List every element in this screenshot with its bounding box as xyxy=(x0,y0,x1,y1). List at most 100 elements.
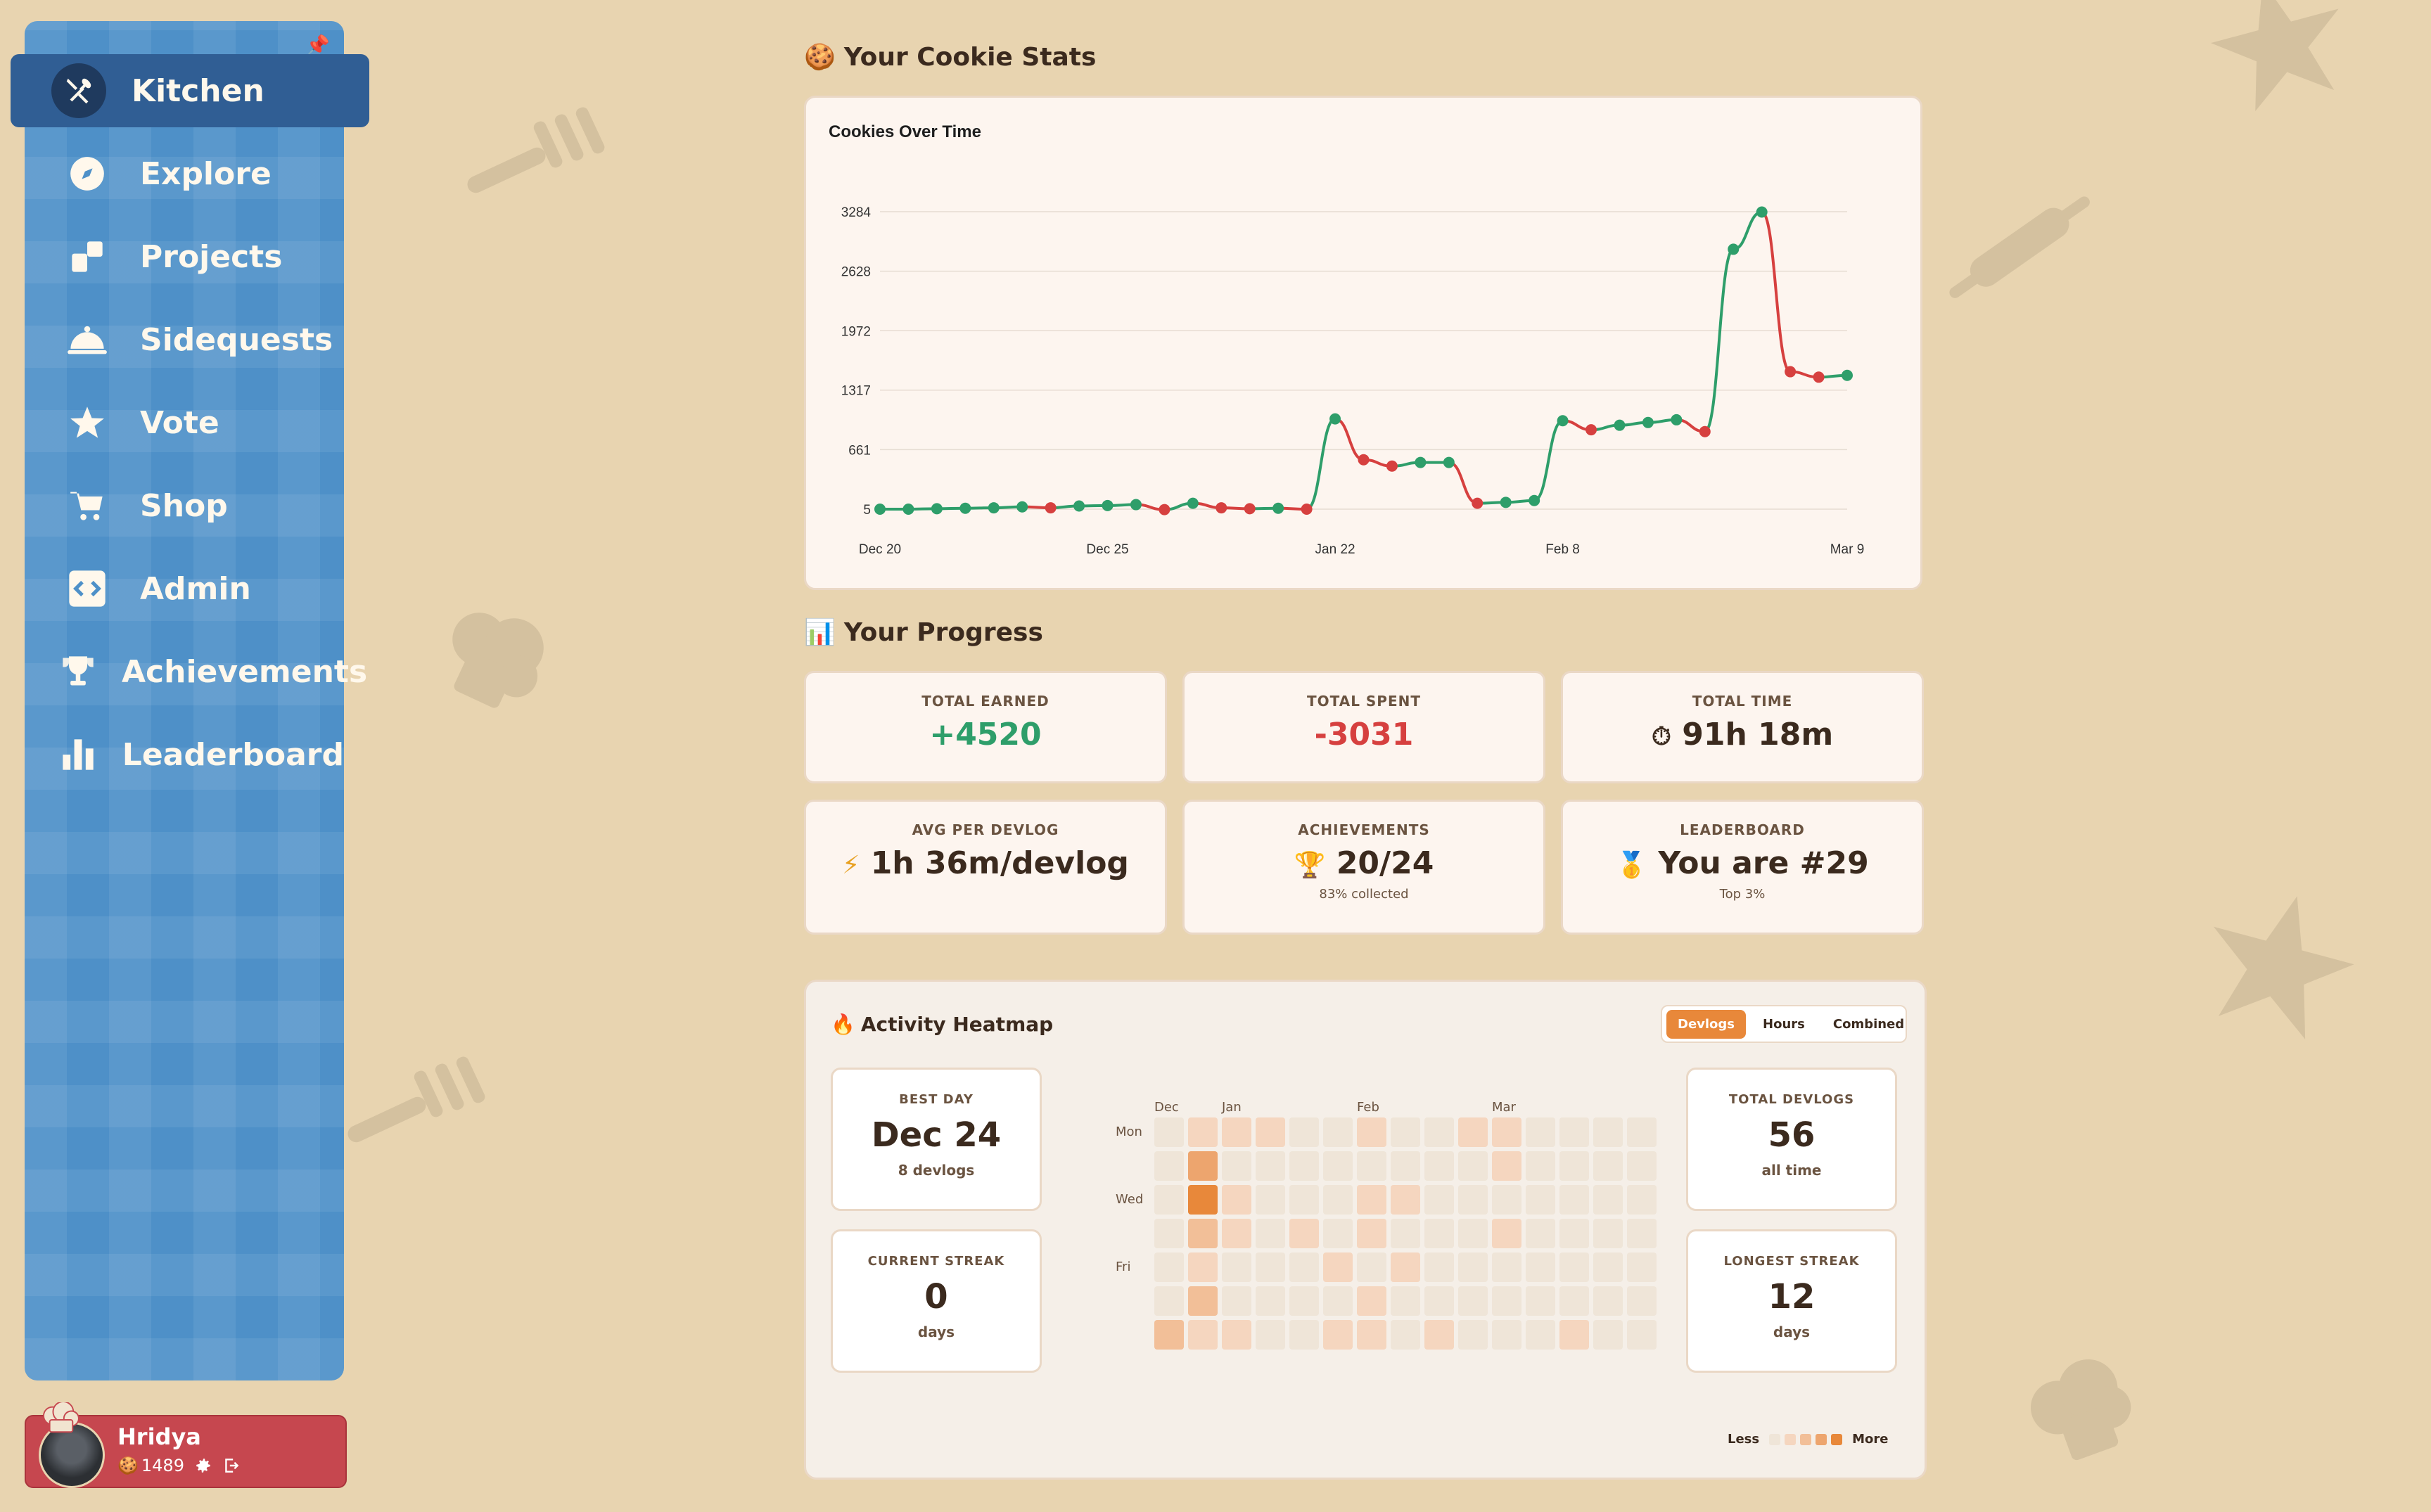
data-point[interactable] xyxy=(1045,502,1057,514)
heatmap-cell[interactable] xyxy=(1289,1185,1319,1215)
sidebar-item-kitchen[interactable]: Kitchen xyxy=(11,54,369,127)
heatmap-cell[interactable] xyxy=(1424,1252,1454,1282)
heatmap-cell[interactable] xyxy=(1593,1320,1623,1350)
heatmap-cell[interactable] xyxy=(1256,1117,1285,1147)
heatmap-cell[interactable] xyxy=(1357,1117,1386,1147)
data-point[interactable] xyxy=(1529,494,1540,506)
heatmap-cell[interactable] xyxy=(1256,1151,1285,1181)
heatmap-cell[interactable] xyxy=(1458,1117,1488,1147)
heatmap-cell[interactable] xyxy=(1593,1219,1623,1248)
heatmap-cell[interactable] xyxy=(1391,1185,1420,1215)
sidebar-item-projects[interactable]: Projects xyxy=(25,220,344,293)
data-point[interactable] xyxy=(1329,413,1341,425)
heatmap-cell[interactable] xyxy=(1154,1320,1184,1350)
heatmap-cell[interactable] xyxy=(1458,1185,1488,1215)
heatmap-cell[interactable] xyxy=(1526,1185,1555,1215)
heatmap-cell[interactable] xyxy=(1391,1117,1420,1147)
heatmap-cell[interactable] xyxy=(1593,1117,1623,1147)
heatmap-cell[interactable] xyxy=(1627,1185,1657,1215)
data-point[interactable] xyxy=(1244,503,1256,515)
heatmap-cell[interactable] xyxy=(1323,1151,1353,1181)
heatmap-cell[interactable] xyxy=(1188,1151,1218,1181)
heatmap-cell[interactable] xyxy=(1458,1286,1488,1316)
heatmap-cell[interactable] xyxy=(1323,1320,1353,1350)
data-point[interactable] xyxy=(1443,456,1455,468)
heatmap-cell[interactable] xyxy=(1188,1286,1218,1316)
heatmap-cell[interactable] xyxy=(1222,1185,1251,1215)
heatmap-cell[interactable] xyxy=(1458,1320,1488,1350)
heatmap-cell[interactable] xyxy=(1424,1151,1454,1181)
heatmap-cell[interactable] xyxy=(1492,1286,1521,1316)
heatmap-cell[interactable] xyxy=(1256,1252,1285,1282)
heatmap-cell[interactable] xyxy=(1424,1117,1454,1147)
data-point[interactable] xyxy=(1728,243,1740,255)
gear-icon[interactable] xyxy=(194,1456,212,1475)
data-point[interactable] xyxy=(1500,496,1512,508)
heatmap-cell[interactable] xyxy=(1391,1252,1420,1282)
heatmap-cell[interactable] xyxy=(1289,1117,1319,1147)
data-point[interactable] xyxy=(1301,504,1313,515)
sidebar-item-vote[interactable]: Vote xyxy=(25,386,344,459)
data-point[interactable] xyxy=(1472,497,1484,509)
heatmap-cell[interactable] xyxy=(1188,1320,1218,1350)
sidebar-item-explore[interactable]: Explore xyxy=(25,137,344,210)
heatmap-cell[interactable] xyxy=(1323,1117,1353,1147)
data-point[interactable] xyxy=(988,502,1000,514)
heatmap-cell[interactable] xyxy=(1222,1219,1251,1248)
heatmap-cell[interactable] xyxy=(1323,1185,1353,1215)
heatmap-cell[interactable] xyxy=(1188,1219,1218,1248)
heatmap-cell[interactable] xyxy=(1323,1219,1353,1248)
pin-icon[interactable]: 📌 xyxy=(305,34,330,57)
heatmap-cell[interactable] xyxy=(1256,1185,1285,1215)
heatmap-cell[interactable] xyxy=(1424,1219,1454,1248)
heatmap-cell[interactable] xyxy=(1627,1320,1657,1350)
heatmap-cell[interactable] xyxy=(1222,1286,1251,1316)
data-point[interactable] xyxy=(874,504,886,515)
data-point[interactable] xyxy=(1785,366,1797,378)
heatmap-cell[interactable] xyxy=(1492,1320,1521,1350)
heatmap-cell[interactable] xyxy=(1593,1252,1623,1282)
heatmap-cell[interactable] xyxy=(1222,1117,1251,1147)
data-point[interactable] xyxy=(1557,415,1569,427)
heatmap-cell[interactable] xyxy=(1391,1286,1420,1316)
heatmap-cell[interactable] xyxy=(1458,1252,1488,1282)
heatmap-cell[interactable] xyxy=(1154,1286,1184,1316)
heatmap-cell[interactable] xyxy=(1256,1320,1285,1350)
data-point[interactable] xyxy=(1813,371,1825,383)
heatmap-cell[interactable] xyxy=(1154,1185,1184,1215)
data-point[interactable] xyxy=(1415,456,1427,468)
heatmap-cell[interactable] xyxy=(1559,1320,1589,1350)
heatmap-cell[interactable] xyxy=(1526,1252,1555,1282)
heatmap-cell[interactable] xyxy=(1458,1151,1488,1181)
heatmap-cell[interactable] xyxy=(1357,1151,1386,1181)
heatmap-cell[interactable] xyxy=(1154,1117,1184,1147)
data-point[interactable] xyxy=(1642,416,1654,428)
heatmap-cell[interactable] xyxy=(1323,1252,1353,1282)
data-point[interactable] xyxy=(1585,424,1597,436)
heatmap-cell[interactable] xyxy=(1559,1286,1589,1316)
heatmap-cell[interactable] xyxy=(1357,1219,1386,1248)
heatmap-cell[interactable] xyxy=(1627,1219,1657,1248)
heatmap-cell[interactable] xyxy=(1154,1151,1184,1181)
data-point[interactable] xyxy=(1272,502,1284,514)
data-point[interactable] xyxy=(1073,500,1085,512)
heatmap-cell[interactable] xyxy=(1357,1252,1386,1282)
heatmap-cell[interactable] xyxy=(1188,1117,1218,1147)
heatmap-cell[interactable] xyxy=(1458,1219,1488,1248)
heatmap-cell[interactable] xyxy=(1391,1151,1420,1181)
data-point[interactable] xyxy=(1386,460,1398,472)
sidebar-item-leaderboard[interactable]: Leaderboard xyxy=(25,718,344,791)
heatmap-cell[interactable] xyxy=(1289,1252,1319,1282)
heatmap-cell[interactable] xyxy=(1289,1151,1319,1181)
data-point[interactable] xyxy=(902,504,914,515)
heatmap-cell[interactable] xyxy=(1526,1286,1555,1316)
sidebar-item-sidequests[interactable]: Sidequests xyxy=(25,303,344,376)
heatmap-cell[interactable] xyxy=(1391,1320,1420,1350)
heatmap-cell[interactable] xyxy=(1492,1151,1521,1181)
data-point[interactable] xyxy=(1216,502,1227,514)
heatmap-cell[interactable] xyxy=(1424,1320,1454,1350)
heatmap-cell[interactable] xyxy=(1526,1117,1555,1147)
data-point[interactable] xyxy=(1614,419,1626,431)
heatmap-cell[interactable] xyxy=(1627,1286,1657,1316)
tab-devlogs[interactable]: Devlogs xyxy=(1666,1009,1747,1039)
